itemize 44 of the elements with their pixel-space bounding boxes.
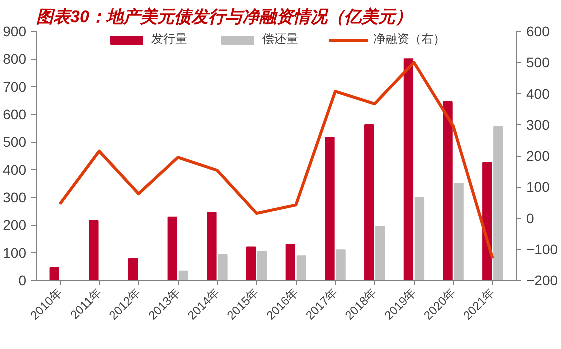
bar — [286, 244, 296, 280]
y2-tick-label: 0 — [526, 210, 534, 226]
bar — [454, 183, 464, 280]
bar — [414, 197, 425, 280]
y-tick-label: 900 — [3, 24, 27, 40]
bar — [494, 126, 504, 280]
bar — [128, 258, 138, 280]
y-tick-label: 600 — [3, 106, 27, 122]
y2-tick-label: 400 — [526, 86, 550, 102]
y2-tick-label: 100 — [526, 179, 550, 196]
y2-tick-label: 500 — [526, 54, 550, 71]
bar — [89, 220, 99, 280]
bar — [50, 268, 60, 280]
chart-title: 图表30：地产美元债发行与净融资情况（亿美元） — [36, 6, 412, 26]
bar — [443, 102, 453, 280]
y-tick-label: 800 — [3, 51, 27, 68]
bar — [218, 254, 228, 280]
bar — [404, 58, 414, 280]
y2-tick-label: −100 — [526, 241, 558, 258]
y-tick-label: 200 — [3, 217, 27, 234]
legend-label: 发行量 — [152, 31, 188, 48]
y2-tick-label: 200 — [526, 148, 550, 164]
y-tick-label: 700 — [3, 78, 27, 95]
legend-label: 偿还量 — [262, 31, 298, 48]
bar — [376, 226, 386, 280]
y2-tick-label: 300 — [526, 116, 550, 133]
y2-tick-label: 600 — [526, 24, 550, 40]
bar — [364, 124, 374, 280]
bar — [207, 212, 217, 280]
bar — [168, 216, 178, 280]
y-tick-label: 400 — [3, 162, 27, 178]
y-tick-label: 0 — [18, 272, 27, 288]
legend-label: 净融资（右） — [374, 31, 446, 48]
bar — [325, 136, 335, 280]
line-series — [58, 61, 494, 260]
bar — [336, 250, 346, 280]
bar — [246, 246, 256, 280]
y-tick-label: 500 — [3, 134, 27, 150]
bar — [296, 256, 307, 280]
y2-tick-label: −200 — [526, 272, 558, 288]
bar — [258, 250, 268, 280]
y-tick-label: 300 — [3, 190, 27, 206]
bar — [178, 270, 188, 280]
y-tick-label: 100 — [3, 244, 27, 261]
